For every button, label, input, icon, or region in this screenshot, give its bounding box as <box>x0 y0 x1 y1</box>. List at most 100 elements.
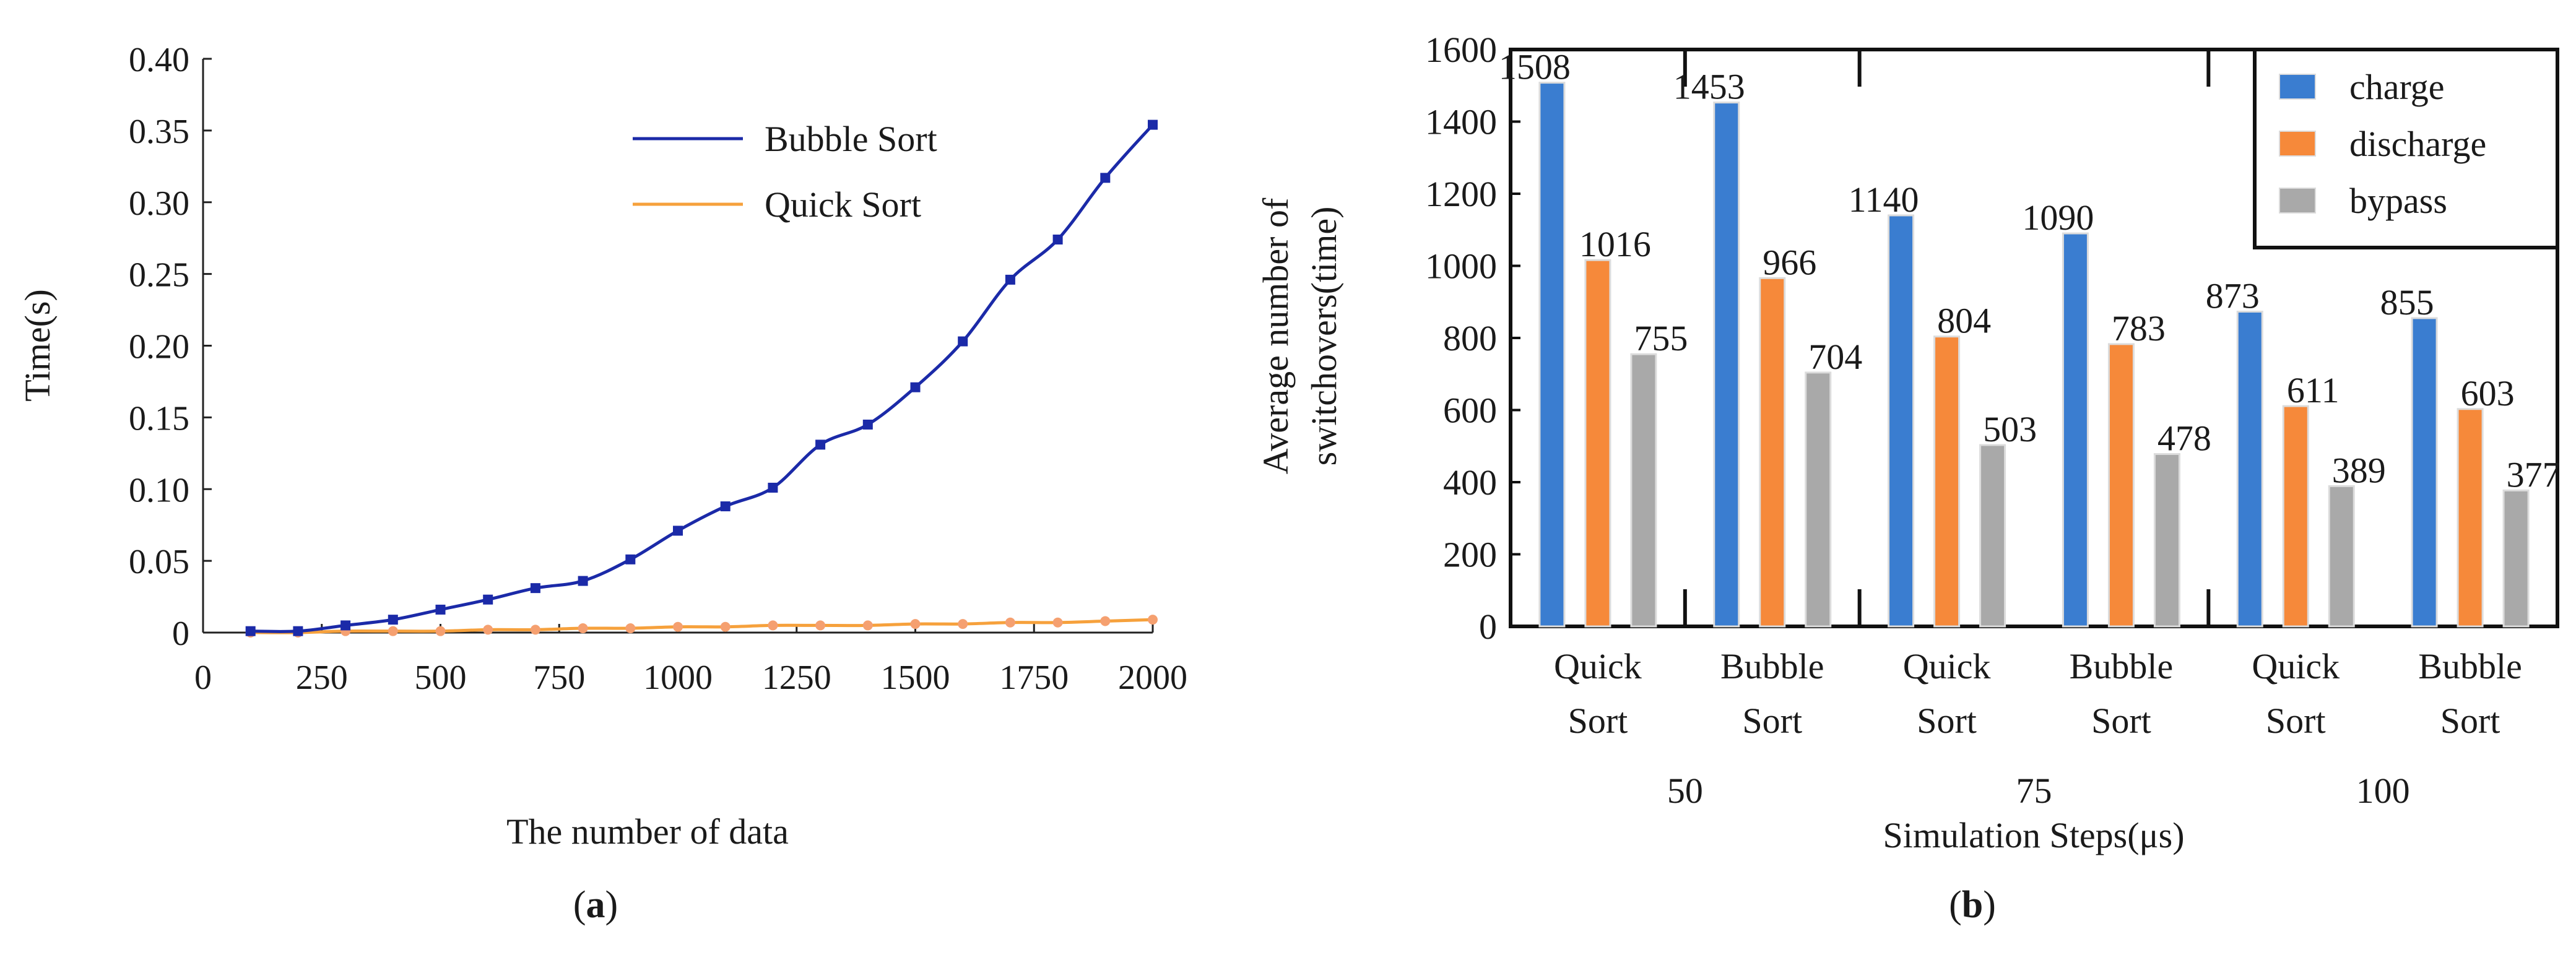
category-label-line1: Quick <box>1554 646 1642 686</box>
bar-value-label-discharge: 1016 <box>1579 224 1651 264</box>
bar-value-label-discharge: 603 <box>2461 373 2515 413</box>
data-point-quick-sort <box>673 621 683 632</box>
data-point-bubble-sort <box>625 554 636 564</box>
x-tick-label: 500 <box>415 659 467 697</box>
x-tick-label: 250 <box>296 659 348 697</box>
line-chart-panel: 0 0.05 0.10 0.15 0.20 0.25 0.30 0.35 0.40 0 250 500… <box>17 41 1187 926</box>
bar-charge <box>1888 214 1915 628</box>
y-tick-label: 1000 <box>1425 246 1497 287</box>
y-tick-label: 600 <box>1443 391 1497 431</box>
x-tick-label: 2000 <box>1118 659 1187 697</box>
bar-value-label-bypass: 389 <box>2332 450 2386 490</box>
bar-charge <box>2062 232 2089 628</box>
bar-value-label-bypass: 503 <box>1983 409 2037 449</box>
data-point-quick-sort <box>388 626 398 636</box>
bar-discharge <box>1759 277 1786 628</box>
category-label-line1: Quick <box>2252 646 2340 686</box>
panel-label: (b) <box>1949 884 1996 926</box>
data-point-bubble-sort <box>1052 235 1063 245</box>
data-point-quick-sort <box>483 625 493 635</box>
data-point-bubble-sort <box>768 482 778 493</box>
category-label-line2: Sort <box>2266 701 2326 741</box>
legend-swatch-bypass <box>2279 188 2316 214</box>
bar-bypass <box>1630 353 1657 628</box>
y-tick-label: 0.25 <box>129 256 189 295</box>
data-point-quick-sort <box>1148 615 1158 625</box>
bar-discharge <box>2457 408 2484 628</box>
category-label-line2: Sort <box>2440 701 2500 741</box>
bar-bypass <box>2502 489 2530 628</box>
bar-chart-panel: 0 200 400 600 800 1000 1200 1400 1600 1508 1453 114… <box>1255 30 2561 926</box>
x-axis-label: Simulation Steps(μs) <box>1883 815 2184 855</box>
y-tick-label: 0.40 <box>129 41 189 79</box>
y-tick-label: 0.20 <box>129 328 189 366</box>
y-tick-label: 0.10 <box>129 471 189 509</box>
data-point-quick-sort <box>578 623 588 634</box>
y-tick-label: 0 <box>172 615 189 653</box>
y-axis-label-line1: Average number of <box>1255 197 1296 474</box>
y-tick-label: 400 <box>1443 462 1497 503</box>
bar-value-label-discharge: 783 <box>2112 308 2166 348</box>
bar-discharge <box>1933 335 1961 628</box>
data-point-bubble-sort <box>1100 173 1111 183</box>
data-point-quick-sort <box>862 620 873 631</box>
panel-label: (a) <box>573 884 618 926</box>
category-label-line2: Sort <box>2091 701 2151 741</box>
data-point-quick-sort <box>815 620 826 631</box>
group-label: 100 <box>2356 771 2410 811</box>
y-axis-label-line2: switchovers(time) <box>1304 207 1344 466</box>
x-tick-label: 1500 <box>881 659 950 697</box>
data-point-quick-sort <box>1100 616 1111 626</box>
data-point-bubble-sort <box>720 501 731 512</box>
data-point-quick-sort <box>958 619 968 629</box>
data-point-bubble-sort <box>1005 274 1015 285</box>
data-point-bubble-sort <box>815 439 826 450</box>
data-point-bubble-sort <box>388 615 398 625</box>
data-point-bubble-sort <box>862 419 873 430</box>
y-tick-label: 0.35 <box>129 113 189 151</box>
data-point-bubble-sort <box>673 525 683 536</box>
bar-value-label-bypass: 755 <box>1634 318 1688 358</box>
bar-charge <box>2236 310 2263 628</box>
bar-value-label-discharge: 611 <box>2287 370 2340 410</box>
category-label-line2: Sort <box>1917 701 1977 741</box>
data-point-quick-sort <box>720 621 731 632</box>
data-point-bubble-sort <box>910 382 921 392</box>
data-point-quick-sort <box>625 623 636 634</box>
data-point-bubble-sort <box>245 626 256 636</box>
legend-label-bypass: bypass <box>2349 181 2447 221</box>
bar-value-label-charge: 1140 <box>1849 179 1919 220</box>
data-point-quick-sort <box>768 620 778 631</box>
y-tick-label: 1600 <box>1425 30 1497 70</box>
group-label: 75 <box>2016 771 2052 811</box>
series-line-0 <box>250 123 1154 633</box>
category-label-line1: Bubble <box>2418 646 2522 686</box>
bar-bypass <box>1979 444 2006 628</box>
y-tick-label: 0.30 <box>129 184 189 223</box>
category-label-line1: Bubble <box>2070 646 2174 686</box>
legend-label-charge: charge <box>2349 67 2445 107</box>
category-label-line1: Bubble <box>1720 646 1824 686</box>
data-point-bubble-sort <box>435 604 446 615</box>
data-point-quick-sort <box>910 619 921 629</box>
x-tick-label: 0 <box>194 659 212 697</box>
data-point-bubble-sort <box>578 576 588 586</box>
bar-bypass <box>2328 485 2355 628</box>
bar-value-label-bypass: 704 <box>1808 337 1862 377</box>
y-tick-label: 0.05 <box>129 543 189 581</box>
category-label-line2: Sort <box>1742 701 1802 741</box>
legend-label: Quick Sort <box>765 184 921 225</box>
legend-swatch-charge <box>2279 74 2316 100</box>
bar-value-label-charge: 1453 <box>1673 67 1745 107</box>
y-tick-label: 0 <box>1479 607 1497 647</box>
y-tick-label: 800 <box>1443 318 1497 358</box>
x-tick-label: 1750 <box>999 659 1069 697</box>
data-point-quick-sort <box>530 625 540 635</box>
bar-bypass <box>1805 371 1832 628</box>
data-point-bubble-sort <box>1148 119 1158 130</box>
x-tick-label: 1250 <box>762 659 831 697</box>
bar-charge <box>2411 317 2438 628</box>
y-tick-label: 0.15 <box>129 399 189 438</box>
x-axis-label: The number of data <box>506 811 789 852</box>
bar-discharge <box>1584 259 1611 628</box>
